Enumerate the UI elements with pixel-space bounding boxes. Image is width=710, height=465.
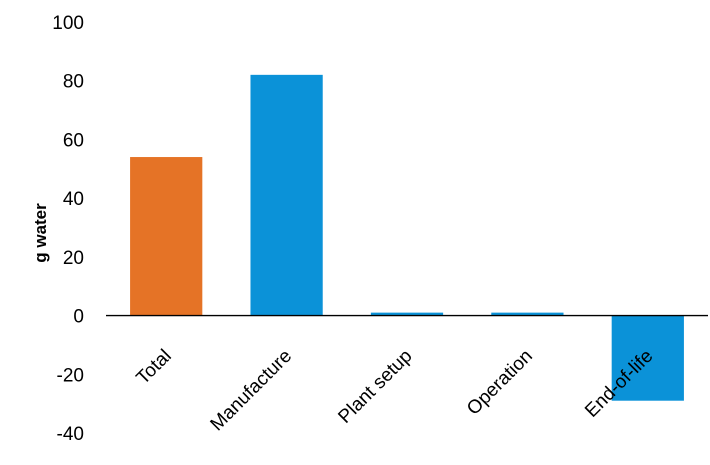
bars-group — [130, 74, 684, 401]
y-tick-label: 100 — [52, 13, 84, 34]
y-tick-label: 20 — [63, 248, 84, 269]
y-axis-title: g water — [31, 203, 50, 263]
x-tick-label: Manufacture — [207, 346, 297, 436]
y-axis-ticks: -40 -20 0 20 40 60 80 100 — [52, 13, 84, 445]
bar-operation — [491, 312, 564, 316]
x-tick-label: Operation — [463, 346, 537, 420]
y-tick-label: -40 — [57, 424, 84, 445]
y-tick-label: 40 — [63, 189, 84, 210]
y-tick-label: 80 — [63, 72, 84, 93]
x-tick-label: Plant setup — [334, 346, 416, 428]
x-tick-label: Total — [133, 346, 176, 389]
y-tick-label: 60 — [63, 130, 84, 151]
bar-total — [130, 157, 203, 316]
bar-plant-setup — [370, 312, 444, 316]
y-tick-label: -20 — [57, 365, 84, 386]
x-axis-labels: Total Manufacture Plant setup Operation End-… — [133, 346, 658, 436]
bar-manufacture — [250, 74, 323, 316]
y-tick-label: 0 — [73, 307, 84, 328]
bar-end-of-life — [611, 315, 684, 401]
